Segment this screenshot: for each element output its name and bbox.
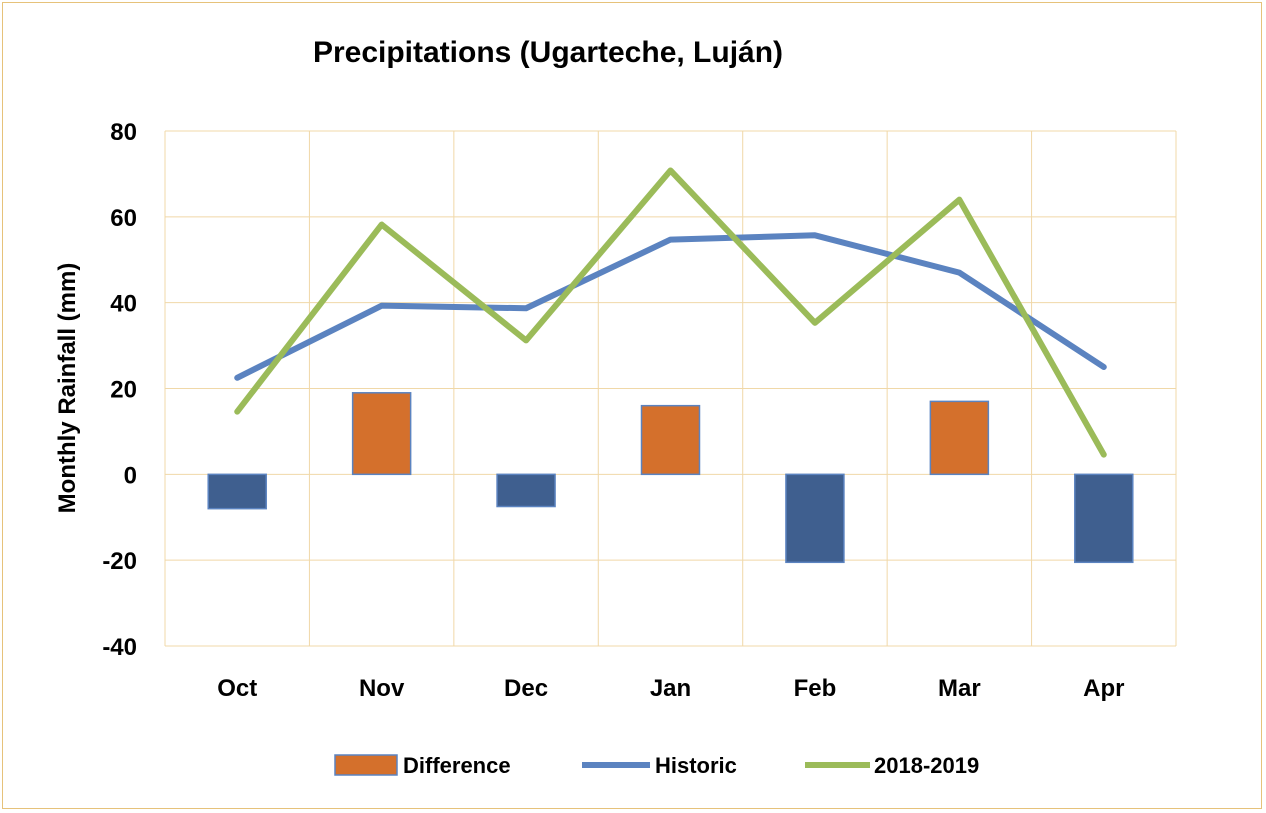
x-tick-label: Nov bbox=[359, 675, 405, 702]
y-tick-label: 20 bbox=[110, 377, 137, 404]
difference-bar bbox=[785, 473, 845, 564]
difference-bar bbox=[207, 473, 267, 510]
difference-bar bbox=[1074, 473, 1134, 564]
y-tick-label: 80 bbox=[110, 119, 137, 146]
difference-bar bbox=[496, 473, 556, 508]
x-tick-label: Feb bbox=[794, 675, 837, 702]
y-tick-label: -20 bbox=[102, 548, 137, 575]
y-tick-label: -40 bbox=[102, 634, 137, 661]
x-tick-label: Mar bbox=[938, 675, 981, 702]
legend-swatch-difference bbox=[334, 754, 398, 776]
series-lines bbox=[234, 167, 1107, 458]
y-axis-ticks: -40 -20 0 20 40 60 80 bbox=[102, 119, 137, 661]
y-tick-label: 40 bbox=[110, 291, 137, 318]
historic-line bbox=[234, 232, 1107, 381]
x-tick-label: Oct bbox=[217, 675, 257, 702]
legend: Difference Historic 2018-2019 bbox=[334, 753, 979, 778]
y-tick-label: 0 bbox=[124, 462, 137, 489]
difference-bar bbox=[640, 404, 701, 476]
legend-label-historic: Historic bbox=[655, 753, 737, 778]
x-axis-ticks: Oct Nov Dec Jan Feb Mar Apr bbox=[217, 675, 1124, 702]
y-tick-label: 60 bbox=[110, 205, 137, 232]
legend-label-difference: Difference bbox=[403, 753, 511, 778]
legend-label-2018-2019: 2018-2019 bbox=[874, 753, 979, 778]
x-tick-label: Dec bbox=[504, 675, 548, 702]
y-axis-title: Monthly Rainfall (mm) bbox=[54, 263, 81, 514]
grid bbox=[164, 130, 1177, 647]
season-2018-2019-line bbox=[234, 167, 1107, 458]
x-tick-label: Jan bbox=[650, 675, 691, 702]
difference-bar bbox=[351, 392, 412, 476]
chart-title: Precipitations (Ugarteche, Luján) bbox=[313, 36, 783, 69]
x-tick-label: Apr bbox=[1083, 675, 1124, 702]
difference-bar bbox=[929, 400, 990, 476]
difference-bars bbox=[207, 392, 1134, 564]
